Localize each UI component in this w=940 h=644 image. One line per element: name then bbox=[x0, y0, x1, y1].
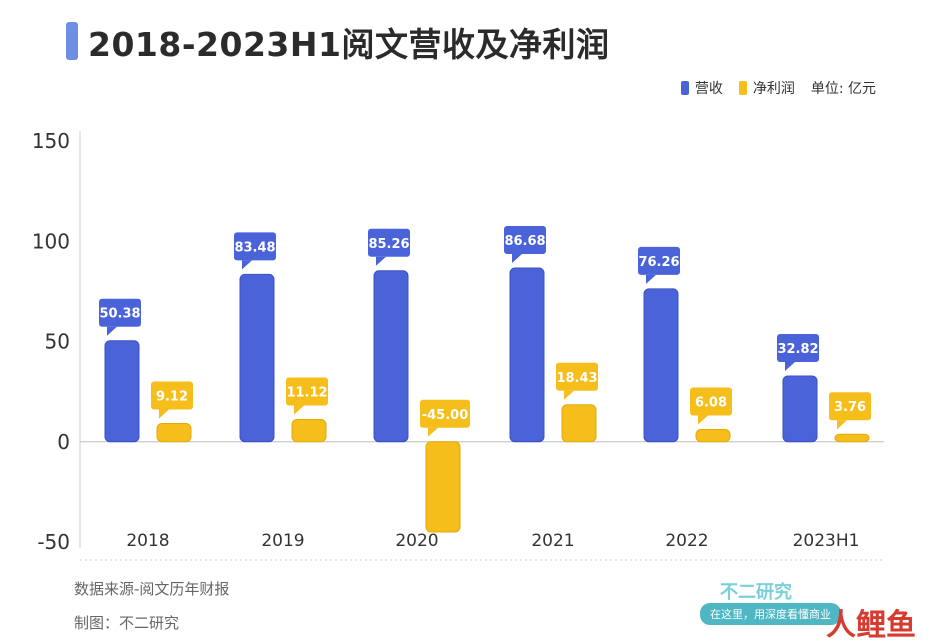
revenue-bar bbox=[509, 267, 545, 443]
legend-swatch-revenue bbox=[680, 81, 689, 95]
profit-label-box bbox=[151, 381, 193, 410]
profit-label-pointer bbox=[564, 390, 574, 400]
x-tick-label: 2019 bbox=[261, 531, 304, 551]
profit-value-label: 11.12 bbox=[286, 385, 327, 400]
profit-label-pointer bbox=[698, 415, 708, 425]
x-tick-label: 2022 bbox=[665, 531, 708, 551]
page-title: 2018-2023H1阅文营收及净利润 bbox=[88, 25, 610, 64]
revenue-bar bbox=[782, 375, 818, 443]
revenue-bar bbox=[239, 273, 275, 443]
profit-label-box bbox=[420, 399, 470, 428]
revenue-value-label: 85.26 bbox=[368, 237, 409, 252]
profit-value-label: 6.08 bbox=[695, 396, 727, 411]
profit-value-label: 9.12 bbox=[156, 389, 188, 404]
y-tick-label: 50 bbox=[45, 330, 70, 354]
profit-bar bbox=[291, 418, 327, 443]
revenue-bar bbox=[104, 340, 140, 443]
x-tick-label: 2020 bbox=[395, 531, 438, 551]
revenue-label-pointer bbox=[376, 256, 386, 266]
brand-logo: 不二研究 bbox=[720, 582, 792, 603]
revenue-label-box bbox=[99, 298, 141, 327]
legend-item-revenue: 营收 bbox=[680, 78, 723, 98]
legend-item-profit: 净利润 bbox=[738, 78, 795, 98]
x-tick-label: 2023H1 bbox=[793, 531, 860, 551]
revenue-label-box bbox=[368, 228, 410, 257]
profit-bar bbox=[834, 433, 870, 443]
legend-label-revenue: 营收 bbox=[694, 81, 723, 97]
revenue-label-pointer bbox=[107, 326, 117, 336]
brand-tagline: 在这里，用深度看懂商业 bbox=[700, 603, 841, 625]
profit-label-box bbox=[829, 392, 871, 421]
x-tick-label: 2018 bbox=[126, 531, 169, 551]
chart-author: 制图：不二研究 bbox=[74, 614, 180, 632]
revenue-label-box bbox=[234, 232, 276, 261]
profit-label-box bbox=[556, 362, 598, 391]
revenue-label-box bbox=[777, 333, 819, 362]
revenue-value-label: 83.48 bbox=[234, 240, 275, 255]
y-tick-label: 150 bbox=[32, 129, 70, 153]
profit-bar bbox=[425, 441, 461, 533]
profit-label-box bbox=[286, 377, 328, 406]
legend-swatch-profit bbox=[738, 81, 747, 95]
profit-bar bbox=[561, 404, 597, 443]
profit-label-pointer bbox=[428, 427, 438, 437]
x-tick-label: 2021 bbox=[531, 531, 574, 551]
profit-value-label: -45.00 bbox=[422, 408, 469, 423]
profit-label-pointer bbox=[159, 409, 169, 419]
y-tick-label: 100 bbox=[32, 229, 70, 253]
profit-label-pointer bbox=[294, 405, 304, 415]
profit-value-label: 18.43 bbox=[556, 371, 597, 386]
revenue-label-box bbox=[638, 246, 680, 275]
revenue-value-label: 76.26 bbox=[638, 255, 679, 270]
revenue-label-pointer bbox=[512, 253, 522, 263]
profit-label-box bbox=[690, 387, 732, 416]
y-tick-label: -50 bbox=[37, 530, 70, 554]
legend-unit: 单位: 亿元 bbox=[810, 81, 876, 97]
profit-value-label: 3.76 bbox=[834, 400, 866, 415]
revenue-value-label: 50.38 bbox=[99, 307, 140, 322]
revenue-label-pointer bbox=[646, 274, 656, 284]
legend-label-profit: 净利润 bbox=[752, 81, 795, 97]
revenue-label-pointer bbox=[242, 260, 252, 270]
profit-bar bbox=[156, 422, 192, 443]
y-tick-label: 0 bbox=[57, 430, 70, 454]
revenue-bar bbox=[373, 270, 409, 443]
revenue-bar bbox=[643, 288, 679, 443]
revenue-label-box bbox=[504, 225, 546, 254]
corner-logo: 人鲤鱼 bbox=[826, 608, 916, 643]
profit-label-pointer bbox=[837, 420, 847, 430]
legend: 营收 净利润 单位: 亿元 bbox=[680, 78, 876, 98]
profit-bar bbox=[695, 429, 731, 443]
revenue-label-pointer bbox=[785, 361, 795, 371]
revenue-value-label: 86.68 bbox=[504, 234, 545, 249]
data-source: 数据来源-阅文历年财报 bbox=[74, 580, 230, 598]
revenue-value-label: 32.82 bbox=[777, 342, 818, 357]
title-accent-bar bbox=[66, 22, 78, 60]
